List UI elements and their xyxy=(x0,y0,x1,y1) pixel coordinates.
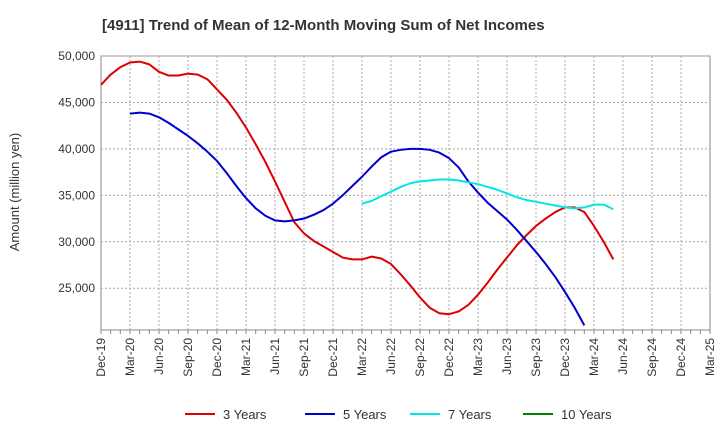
plot-frame xyxy=(100,55,711,331)
y-tick-label: 50,000 xyxy=(58,49,95,63)
y-axis-label: Amount (million yen) xyxy=(7,133,22,252)
x-tick-label: Mar-20 xyxy=(123,338,137,376)
legend-item: 5 Years xyxy=(305,407,387,422)
x-tick-label: Mar-22 xyxy=(355,338,369,376)
x-tick-label: Jun-22 xyxy=(384,338,398,375)
y-tick-labels: 25,000 30,000 35,000 40,000 45,000 50,000 xyxy=(58,49,95,295)
legend-label: 10 Years xyxy=(561,407,612,422)
x-tick-label: Jun-24 xyxy=(616,338,630,375)
x-tick-labels: Dec-19 Mar-20 Jun-20 Sep-20 Dec-20 Mar-21 Jun-… xyxy=(94,338,717,377)
series-line-7-years xyxy=(361,178,614,211)
series-line-3-years xyxy=(100,60,615,316)
x-tick-label: Jun-23 xyxy=(500,338,514,375)
series-line-5-years xyxy=(129,111,586,326)
x-tick-label: Mar-23 xyxy=(471,338,485,376)
y-tick-label: 30,000 xyxy=(58,235,95,249)
x-tick-label: Mar-24 xyxy=(587,338,601,376)
x-tick-label: Sep-23 xyxy=(529,338,543,377)
x-tick-label: Dec-24 xyxy=(674,338,688,377)
x-tick-label: Sep-20 xyxy=(181,338,195,377)
legend: 3 Years 5 Years 7 Years 10 Years xyxy=(185,407,612,422)
legend-label: 5 Years xyxy=(343,407,387,422)
x-tick-label: Sep-21 xyxy=(297,338,311,377)
x-tick-label: Jun-21 xyxy=(268,338,282,375)
chart-title: [4911] Trend of Mean of 12-Month Moving … xyxy=(102,17,545,34)
x-tick-label: Mar-21 xyxy=(239,338,253,376)
legend-item: 7 Years xyxy=(410,407,492,422)
y-tick-label: 35,000 xyxy=(58,188,95,202)
grid-layer xyxy=(100,55,711,334)
y-tick-label: 40,000 xyxy=(58,142,95,156)
legend-item: 3 Years xyxy=(185,407,267,422)
x-tick-label: Mar-25 xyxy=(703,338,717,376)
legend-label: 7 Years xyxy=(448,407,492,422)
legend-label: 3 Years xyxy=(223,407,267,422)
x-tick-label: Sep-22 xyxy=(413,338,427,377)
x-tick-label: Dec-21 xyxy=(326,338,340,377)
x-tick-label: Dec-23 xyxy=(558,338,572,377)
x-tick-label: Dec-19 xyxy=(94,338,108,377)
x-tick-label: Dec-20 xyxy=(210,338,224,377)
y-tick-label: 25,000 xyxy=(58,281,95,295)
x-tick-label: Dec-22 xyxy=(442,338,456,377)
x-tick-label: Jun-20 xyxy=(152,338,166,375)
x-tick-label: Sep-24 xyxy=(645,338,659,377)
y-tick-label: 45,000 xyxy=(58,95,95,109)
legend-item: 10 Years xyxy=(523,407,612,422)
series-layer xyxy=(100,60,615,326)
